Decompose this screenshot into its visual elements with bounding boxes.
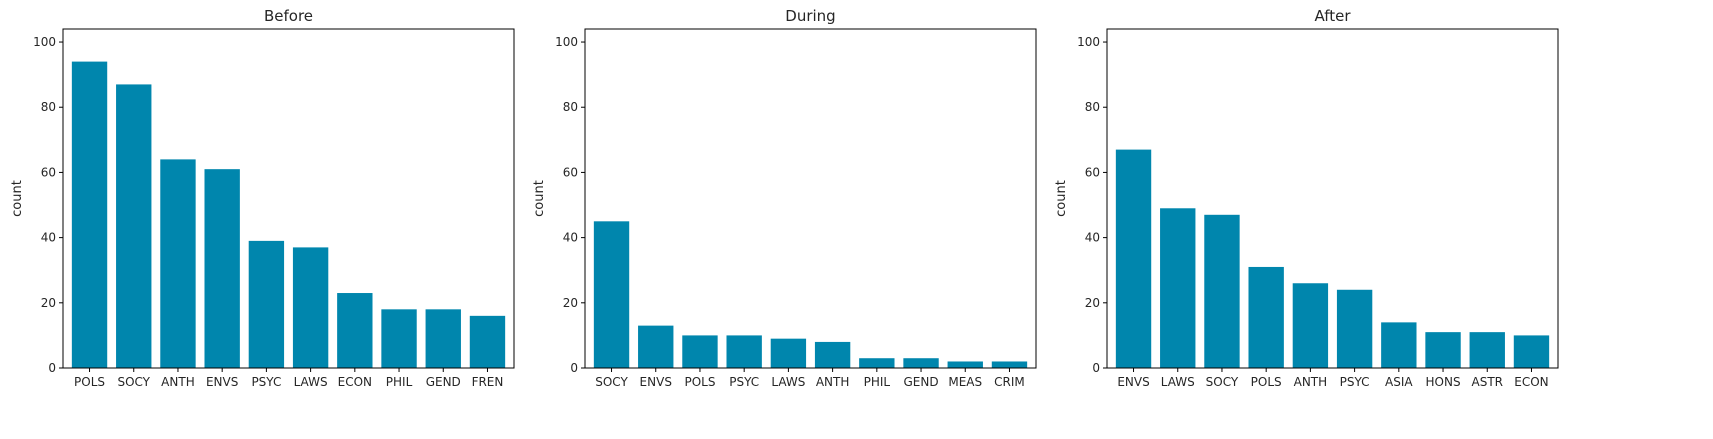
bar-laws <box>770 338 807 368</box>
y-tick-label: 20 <box>41 296 56 310</box>
bar-gend <box>425 309 461 368</box>
x-tick-label: SOCY <box>595 375 628 389</box>
plot-frame <box>1106 28 1559 369</box>
x-tick-label: SOCY <box>117 375 150 389</box>
x-tick-label: ENVS <box>1117 375 1149 389</box>
bar-socy <box>593 221 630 368</box>
bar-phil <box>381 309 417 368</box>
bar-astr <box>1469 332 1505 368</box>
bar-anth <box>160 159 196 368</box>
bar-socy <box>116 84 152 369</box>
x-tick-label: PHIL <box>386 375 413 389</box>
x-tick-label: POLS <box>1251 375 1282 389</box>
bar-envs <box>1115 149 1152 368</box>
y-tick-label: 80 <box>41 100 56 114</box>
plot-frame <box>62 28 515 369</box>
x-tick-label: ANTH <box>816 375 850 389</box>
bar-socy <box>1204 214 1240 368</box>
bar-psyc <box>726 335 762 368</box>
y-tick-label: 40 <box>1085 231 1100 245</box>
x-tick-label: PHIL <box>864 375 891 389</box>
bar-gend <box>903 358 939 368</box>
x-tick-label: LAWS <box>294 375 328 389</box>
y-tick-label: 60 <box>41 165 56 179</box>
x-tick-label: ECON <box>338 375 372 389</box>
y-tick-label: 0 <box>48 361 56 375</box>
x-tick-label: CRIM <box>994 375 1025 389</box>
x-tick-label: ANTH <box>161 375 195 389</box>
x-tick-label: GEND <box>426 375 461 389</box>
chart-panel-after: 0 20 40 60 80 100 ENVS LAWS SOCY POLS ANTH PSYC ASIA… <box>1054 7 1559 389</box>
x-tick-label: POLS <box>74 375 105 389</box>
y-tick-label: 100 <box>33 35 56 49</box>
y-tick-label: 40 <box>563 231 578 245</box>
y-tick-label: 40 <box>41 231 56 245</box>
bar-pols <box>1248 266 1284 368</box>
chart-panel-during: 0 20 40 60 80 100 SOCY ENVS POLS PSYC LAWS ANTH PHIL… <box>532 7 1037 389</box>
y-axis-label: count <box>532 180 547 217</box>
x-tick-label: PSYC <box>1340 375 1370 389</box>
x-tick-label: ENVS <box>206 375 238 389</box>
y-tick-label: 80 <box>563 100 578 114</box>
bar-crim <box>991 361 1028 368</box>
chart-title: After <box>1314 7 1351 25</box>
x-tick-label: POLS <box>684 375 715 389</box>
x-tick-label: HONS <box>1426 375 1461 389</box>
x-tick-label: SOCY <box>1206 375 1239 389</box>
y-axis-label: count <box>10 180 25 217</box>
bar-psyc <box>248 240 285 368</box>
x-tick-label: PSYC <box>251 375 281 389</box>
bar-meas <box>947 361 983 368</box>
y-tick-label: 20 <box>563 296 578 310</box>
bar-econ <box>337 293 373 368</box>
chart-title: Before <box>264 7 313 25</box>
x-tick-label: ECON <box>1514 375 1548 389</box>
bar-econ <box>1513 335 1550 368</box>
bar-fren <box>469 315 506 368</box>
x-tick-label: ENVS <box>640 375 672 389</box>
x-tick-label: ASTR <box>1472 375 1504 389</box>
x-tick-label: LAWS <box>1161 375 1195 389</box>
bar-asia <box>1381 322 1417 368</box>
y-tick-label: 0 <box>570 361 578 375</box>
bar-laws <box>292 247 329 368</box>
bar-envs <box>638 325 674 368</box>
x-tick-label: FREN <box>472 375 504 389</box>
bar-psyc <box>1336 289 1373 368</box>
chart-panel-before: 0 20 40 60 80 100 POLS SOCY ANTH ENVS PSYC LAWS ECON… <box>10 7 515 389</box>
chart-title: During <box>785 7 835 25</box>
plot-frame <box>584 28 1037 369</box>
bar-anth <box>1292 283 1329 368</box>
x-tick-label: LAWS <box>771 375 805 389</box>
bar-pols <box>682 335 718 368</box>
y-tick-label: 100 <box>555 35 578 49</box>
x-tick-label: ASIA <box>1385 375 1413 389</box>
y-tick-label: 60 <box>563 165 578 179</box>
x-tick-label: MEAS <box>948 375 982 389</box>
y-tick-label: 60 <box>1085 165 1100 179</box>
bar-pols <box>71 61 108 368</box>
x-tick-label: PSYC <box>729 375 759 389</box>
x-tick-label: ANTH <box>1294 375 1328 389</box>
bar-envs <box>204 169 240 368</box>
y-tick-label: 100 <box>1077 35 1100 49</box>
x-tick-label: GEND <box>903 375 938 389</box>
y-axis-label: count <box>1054 180 1069 217</box>
bar-phil <box>859 358 895 368</box>
bar-hons <box>1425 332 1461 368</box>
y-tick-label: 80 <box>1085 100 1100 114</box>
y-tick-label: 0 <box>1092 361 1100 375</box>
bar-laws <box>1160 208 1196 368</box>
y-tick-label: 20 <box>1085 296 1100 310</box>
bar-anth <box>814 341 851 368</box>
